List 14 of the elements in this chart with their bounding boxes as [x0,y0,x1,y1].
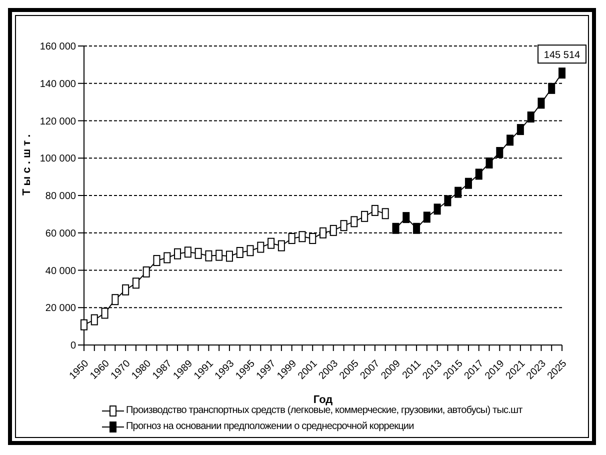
y-tick-label: 140 000 [40,78,76,90]
data-label: 145 514 [544,50,581,62]
y-tick-label: 160 000 [40,42,76,53]
y-tick-label: 60 000 [45,228,76,240]
y-tick-label: 40 000 [45,266,76,277]
y-axis-title: Т ы с . ш т . [20,134,33,196]
legend-label: Прогноз на основании предположении о среднесрочной коррекции [126,420,414,434]
x-axis-title: Год [313,394,333,406]
y-tick-label: 100 000 [40,154,76,165]
y-tick-label: 80 000 [45,191,76,202]
y-tick-label: 120 000 [40,116,76,128]
y-tick-label: 0 [70,340,76,352]
y-tick-label: 20 000 [45,303,76,314]
legend-label: Производство транспортных средств (легковые, коммерческие, грузовики, автобусы) тыс.шт [126,405,522,418]
